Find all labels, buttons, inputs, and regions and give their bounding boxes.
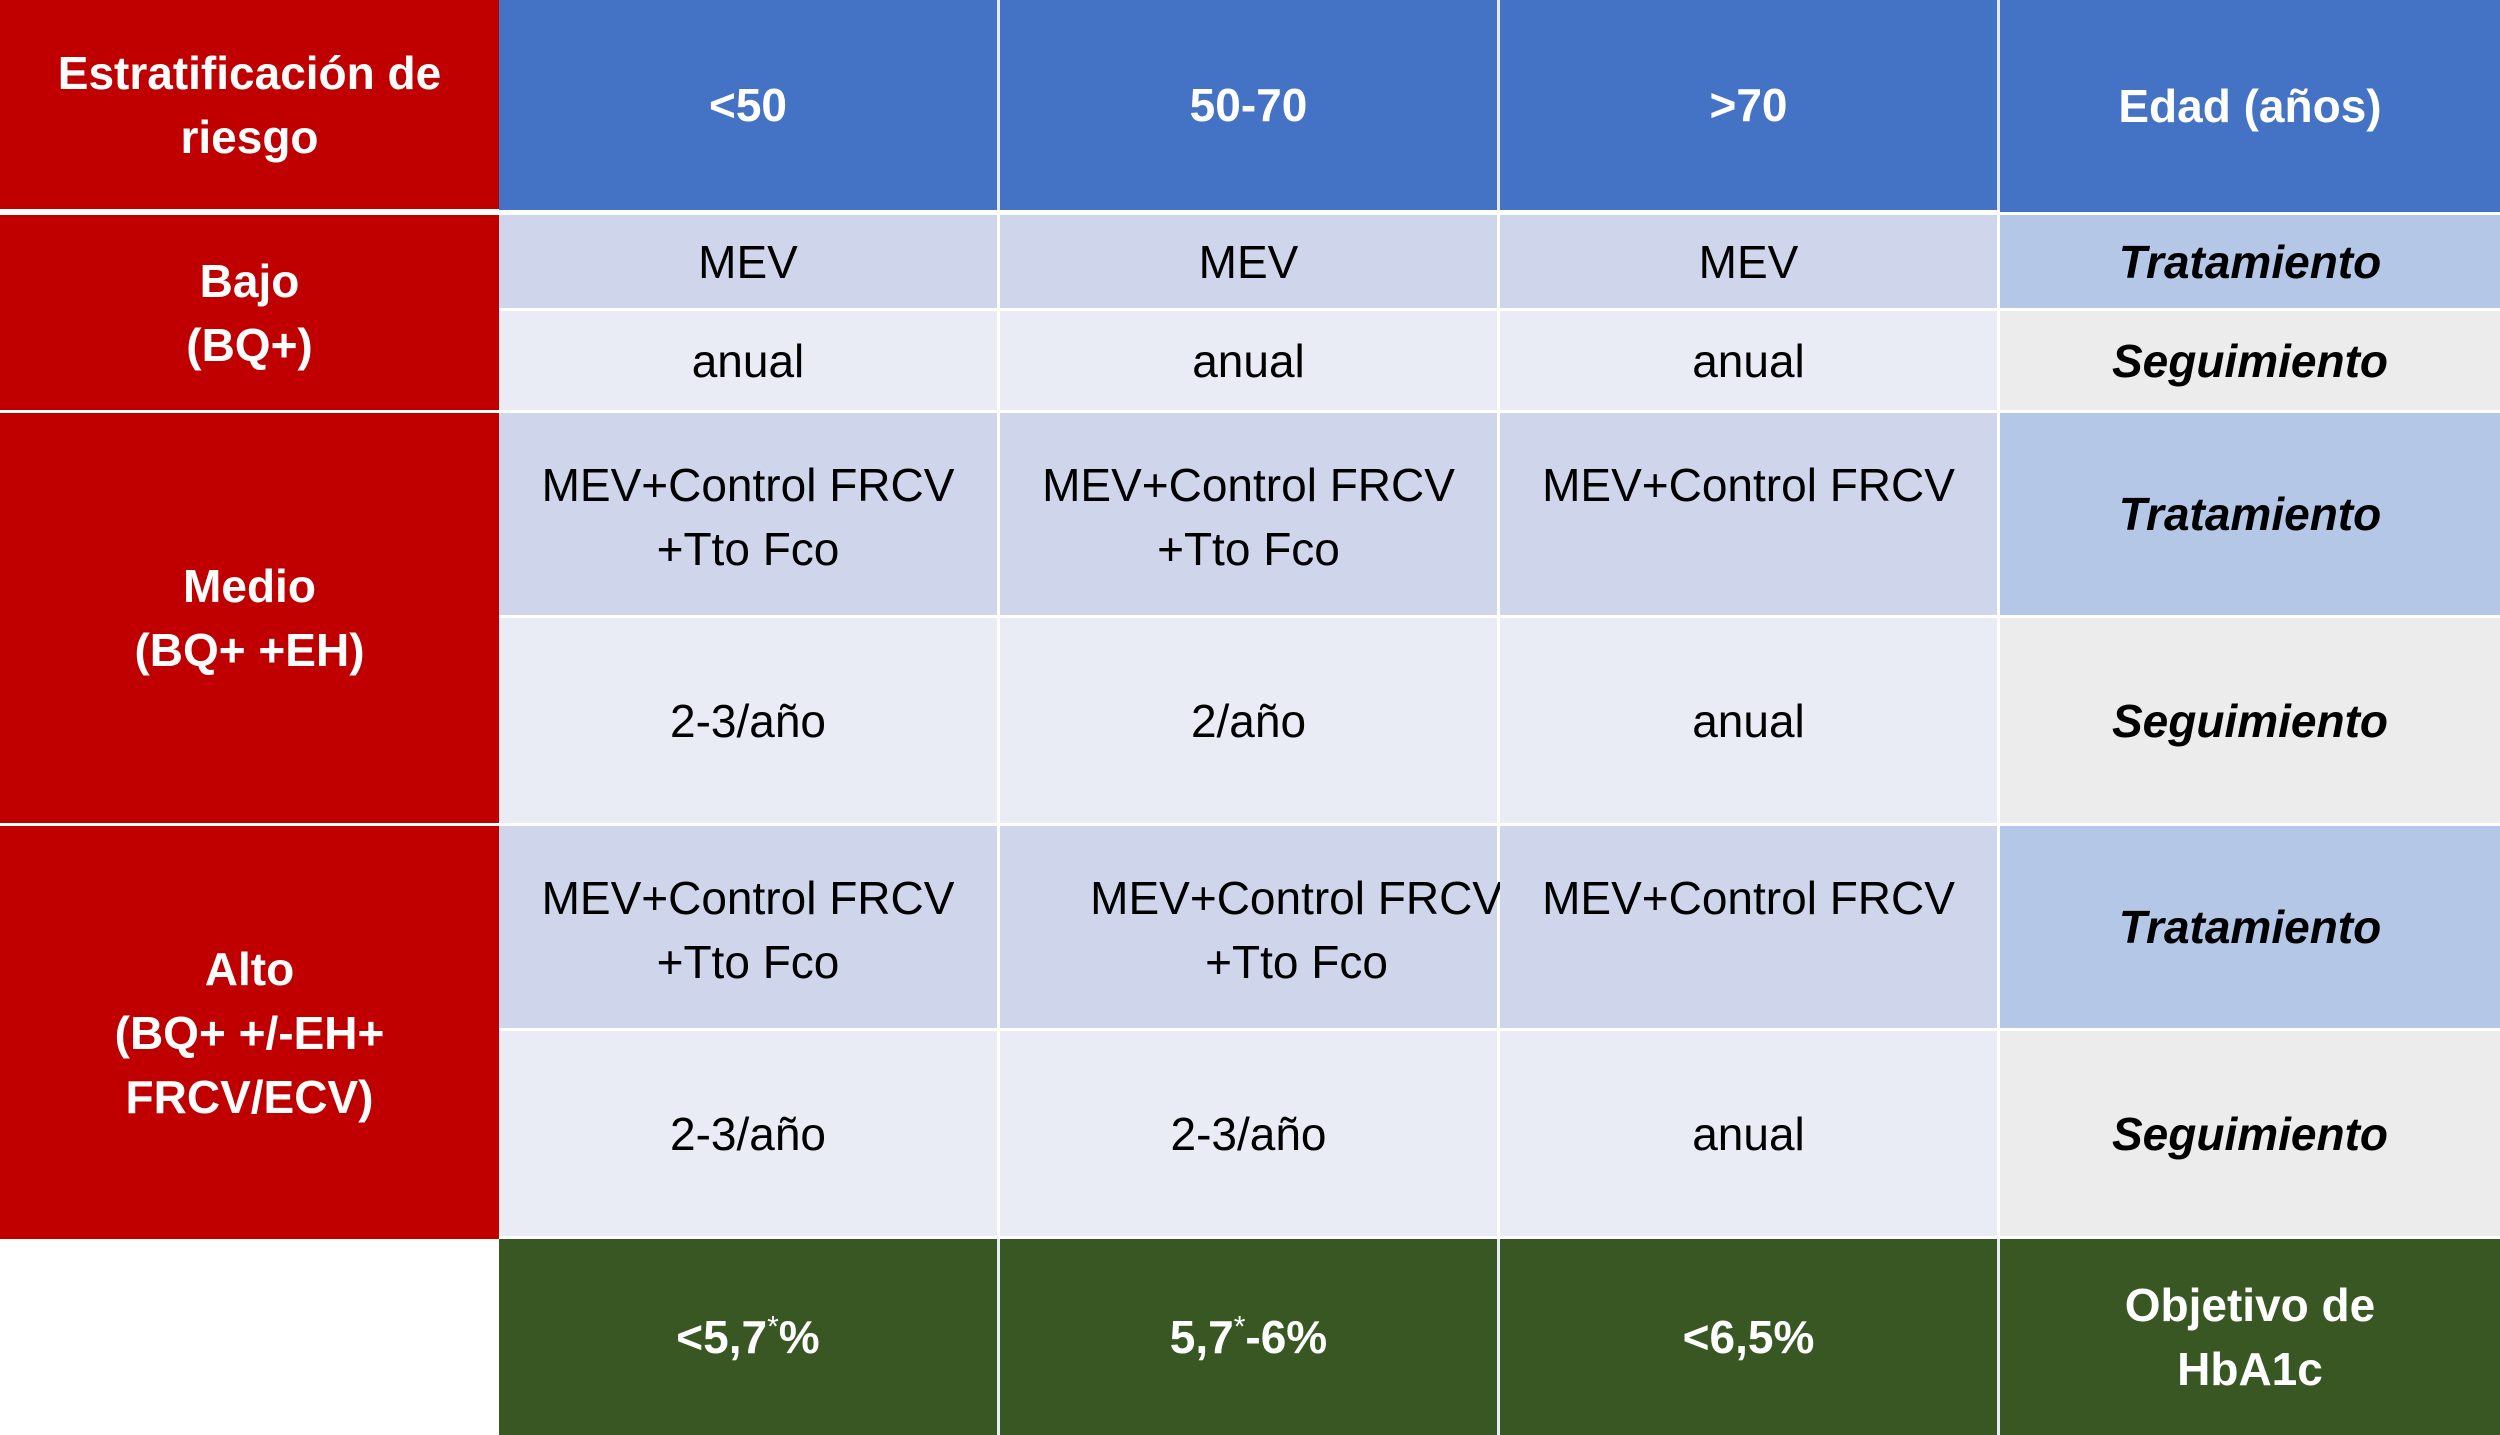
objective-50-70-post: -6% — [1245, 1311, 1328, 1363]
bajo-treatment-50-70: MEV — [1000, 215, 1500, 311]
bajo-followup-50-70: anual — [1000, 311, 1500, 413]
objective-label: Objetivo de HbA1c — [2000, 1239, 2500, 1435]
bajo-treatment-gt70: MEV — [1500, 215, 2000, 311]
alto-treatment-lt50-line1: MEV+Control FRCV — [541, 872, 955, 924]
header-stratification-line2: riesgo — [180, 110, 319, 163]
objective-50-70-pre: 5,7 — [1169, 1311, 1234, 1363]
risk-alto-line3: FRCV/ECV) — [125, 1070, 374, 1123]
bajo-treatment-lt50: MEV — [499, 215, 1000, 311]
medio-followup-label: Seguimiento — [2000, 618, 2500, 826]
header-age-gt70: >70 — [1500, 0, 2000, 210]
medio-treatment-50-70: MEV+Control FRCV +Tto Fco — [1000, 413, 1500, 618]
risk-alto-line2: (BQ+ +/-EH+ — [114, 1006, 385, 1059]
alto-treatment-label: Tratamiento — [2000, 826, 2500, 1031]
alto-followup-label: Seguimiento — [2000, 1031, 2500, 1239]
alto-followup-50-70: 2-3/año — [1000, 1031, 1500, 1239]
objective-label-line1: Objetivo de — [2124, 1279, 2376, 1331]
objective-50-70-asterisk: * — [1233, 1310, 1246, 1344]
medio-treatment-label: Tratamiento — [2000, 413, 2500, 618]
medio-followup-gt70: anual — [1500, 618, 2000, 826]
alto-treatment-gt70-line1: MEV+Control FRCV — [1542, 872, 1955, 924]
bajo-treatment-label: Tratamiento — [2000, 215, 2500, 311]
risk-alto: Alto (BQ+ +/-EH+ FRCV/ECV) — [0, 826, 499, 1239]
medio-followup-lt50: 2-3/año — [499, 618, 1000, 826]
risk-bajo: Bajo (BQ+) — [0, 215, 499, 413]
objective-lt50-value: <5,7*% — [676, 1305, 819, 1369]
medio-treatment-lt50-line2: +Tto Fco — [656, 523, 840, 575]
header-age-50-70: 50-70 — [1000, 0, 1500, 210]
medio-followup-50-70: 2/año — [1000, 618, 1500, 826]
header-stratification: Estratificación de riesgo — [0, 0, 499, 212]
medio-treatment-gt70: MEV+Control FRCV — [1500, 413, 2000, 618]
risk-medio: Medio (BQ+ +EH) — [0, 413, 499, 826]
alto-treatment-lt50-line2: +Tto Fco — [656, 936, 840, 988]
risk-alto-line1: Alto — [204, 942, 295, 995]
alto-treatment-gt70: MEV+Control FRCV — [1500, 826, 2000, 1031]
risk-medio-line2: (BQ+ +EH) — [134, 624, 365, 676]
medio-treatment-lt50: MEV+Control FRCV +Tto Fco — [499, 413, 1000, 618]
risk-medio-line1: Medio — [183, 560, 316, 612]
medio-treatment-gt70-line1: MEV+Control FRCV — [1542, 459, 1955, 511]
objective-lt50-pre: <5,7 — [676, 1311, 768, 1363]
objective-gt70: <6,5% — [1500, 1239, 2000, 1435]
alto-treatment-lt50: MEV+Control FRCV +Tto Fco — [499, 826, 1000, 1031]
header-age-lt50: <50 — [499, 0, 1000, 210]
bajo-followup-label: Seguimiento — [2000, 311, 2500, 413]
bajo-followup-lt50: anual — [499, 311, 1000, 413]
alto-treatment-50-70-line2: +Tto Fco — [1205, 936, 1388, 988]
alto-followup-gt70: anual — [1500, 1031, 2000, 1239]
header-stratification-line1: Estratificación de — [57, 46, 442, 99]
objective-label-line2: HbA1c — [2177, 1343, 2323, 1395]
alto-treatment-50-70: MEV+Control FRCV +Tto Fco — [1000, 826, 1503, 1031]
bajo-followup-gt70: anual — [1500, 311, 2000, 413]
medio-treatment-50-70-line1: MEV+Control FRCV — [1042, 459, 1455, 511]
header-age-label: Edad (años) — [2000, 0, 2500, 212]
alto-treatment-50-70-line1: MEV+Control FRCV — [1090, 872, 1503, 924]
objective-50-70: 5,7*-6% — [1000, 1239, 1500, 1435]
risk-bajo-line1: Bajo — [199, 254, 300, 307]
objective-lt50-post: % — [778, 1311, 820, 1363]
medio-treatment-50-70-line2: +Tto Fco — [1157, 523, 1340, 575]
objective-lt50-asterisk: * — [767, 1310, 779, 1344]
medio-treatment-lt50-line1: MEV+Control FRCV — [541, 459, 955, 511]
alto-followup-lt50: 2-3/año — [499, 1031, 1000, 1239]
objective-lt50: <5,7*% — [499, 1239, 1000, 1435]
objective-50-70-value: 5,7*-6% — [1170, 1305, 1327, 1369]
risk-bajo-line2: (BQ+) — [186, 318, 313, 371]
